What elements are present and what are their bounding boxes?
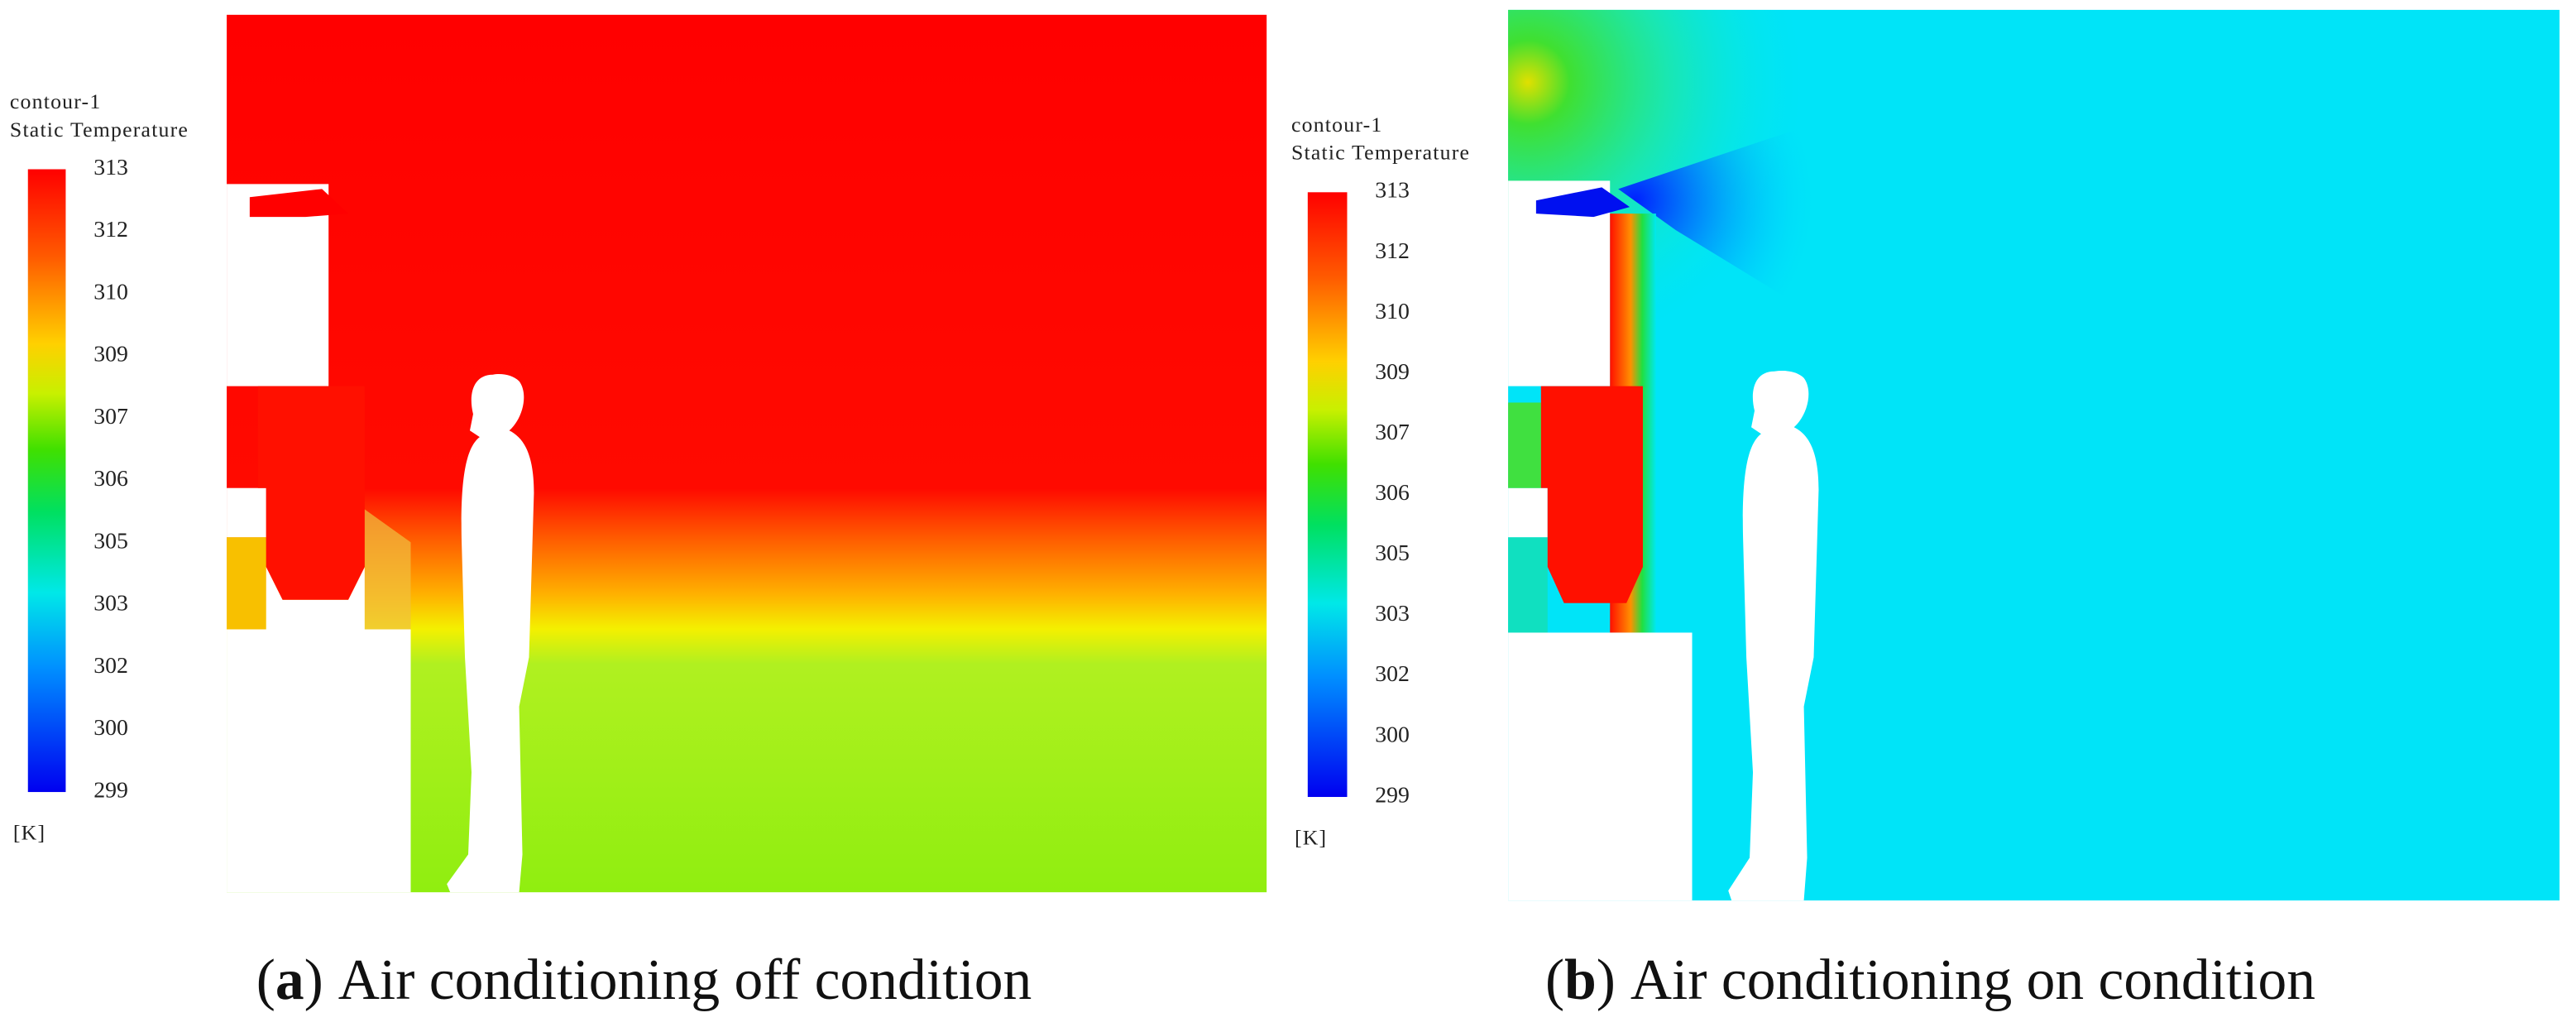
caption-label: b: [1564, 948, 1597, 1012]
caption-part: ): [304, 948, 323, 1012]
legend-title: contour-1: [10, 89, 102, 113]
cold-jet: [1618, 98, 1972, 411]
legend-unit: [K]: [13, 821, 45, 845]
colorbar-tick-label: 305: [93, 528, 128, 554]
cabinet: [1540, 386, 1643, 603]
colorbar: [27, 169, 66, 793]
floor: [1508, 632, 1693, 901]
side-strip: [1508, 402, 1541, 488]
cabinet: [257, 386, 365, 600]
wall: [227, 487, 266, 538]
colorbar-tick-label: 299: [1375, 782, 1410, 808]
gap: [266, 567, 365, 630]
caption-text: Air conditioning on condition: [1630, 948, 2315, 1012]
colorbar-tick-label: 307: [1375, 420, 1410, 445]
ac-unit: [1535, 187, 1630, 218]
floor: [227, 629, 411, 893]
colorbar-tick-label: 313: [93, 155, 128, 180]
colorbar-tick-label: 300: [1375, 722, 1410, 747]
colorbar-tick-label: 302: [93, 653, 128, 679]
colorbar-tick-label: 306: [1375, 480, 1410, 506]
legend-unit: [K]: [1295, 826, 1327, 850]
caption: (a) Air conditioning off condition: [256, 948, 1032, 1012]
colorbar-tick-label: 312: [1375, 238, 1410, 264]
colorbar-tick-label: 307: [93, 404, 128, 430]
legend-title: contour-1: [1291, 113, 1383, 137]
legend-title: Static Temperature: [1291, 141, 1470, 165]
caption-label: a: [275, 948, 304, 1012]
lower-pocket: [227, 537, 266, 630]
contour-on: [1508, 9, 2560, 901]
legend-title: Static Temperature: [10, 118, 189, 142]
caption-text: Air conditioning off condition: [338, 948, 1032, 1012]
colorbar-tick-label: 299: [93, 777, 128, 803]
side-flow: [364, 509, 411, 630]
wall: [227, 184, 329, 386]
colorbar-tick-label: 303: [1375, 601, 1410, 626]
colorbar-tick-label: 306: [93, 466, 128, 492]
human-silhouette: [1728, 371, 1819, 901]
colorbar-tick-label: 310: [1375, 299, 1410, 324]
colorbar-tick-label: 300: [93, 715, 128, 741]
caption: (b) Air conditioning on condition: [1545, 948, 2315, 1012]
wall: [1508, 487, 1548, 538]
colorbar-tick-label: 310: [93, 279, 128, 305]
colorbar-tick-label: 302: [1375, 661, 1410, 687]
lower-pocket: [1508, 537, 1548, 633]
colorbar-tick-label: 305: [1375, 540, 1410, 566]
legend: contour-1 Static Temperature [K] 313 312 3…: [1291, 113, 1470, 850]
ac-unit: [249, 189, 349, 218]
caption-part: (: [256, 948, 275, 1012]
colorbar-tick-label: 312: [93, 217, 128, 242]
caption-part: ): [1597, 948, 1616, 1012]
legend: contour-1 Static Temperature [K] 313 312 3…: [10, 89, 189, 845]
human-silhouette: [447, 374, 534, 893]
colorbar-tick-label: 313: [1375, 178, 1410, 204]
colorbar-tick-label: 309: [1375, 359, 1410, 385]
colorbar-tick-label: 309: [93, 342, 128, 367]
colorbar: [1307, 192, 1348, 798]
caption-part: (: [1545, 948, 1564, 1012]
colorbar-tick-label: 303: [93, 591, 128, 617]
contour-off: [227, 14, 1267, 893]
